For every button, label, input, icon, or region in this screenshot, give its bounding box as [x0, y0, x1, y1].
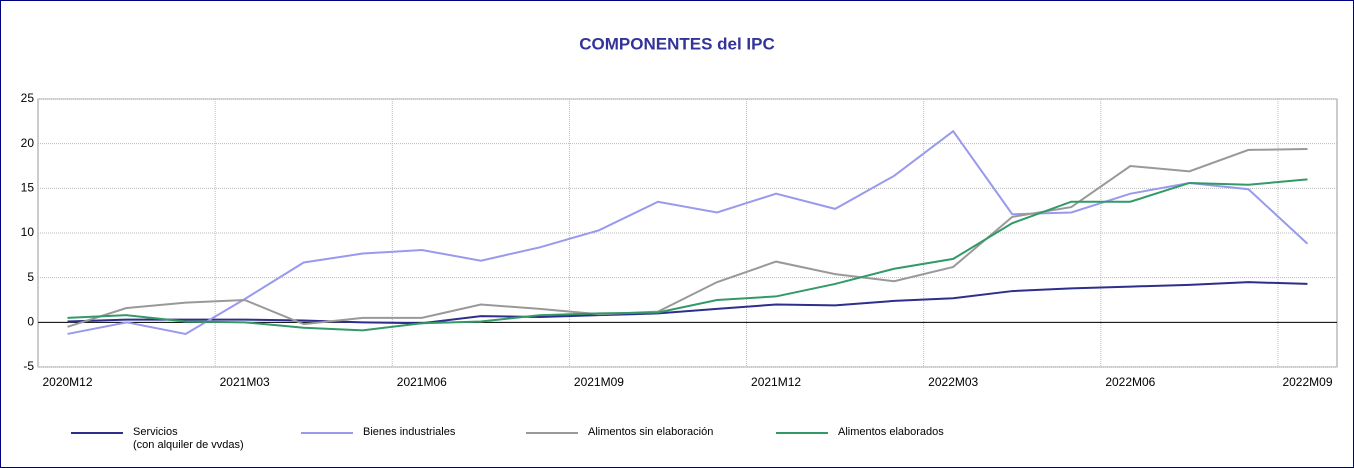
legend-swatch — [776, 432, 828, 434]
x-tick-label: 2020M12 — [42, 375, 92, 389]
x-tick-label: 2021M12 — [751, 375, 801, 389]
x-tick-label: 2021M09 — [574, 375, 624, 389]
y-tick-label: 15 — [21, 181, 35, 195]
legend: Servicios (con alquiler de vvdas) Bienes … — [1, 426, 1353, 466]
series-line — [67, 129, 1309, 336]
legend-label: Bienes industriales — [363, 426, 456, 438]
series-line — [67, 281, 1308, 325]
series-line — [67, 148, 1308, 328]
x-tick-label: 2022M03 — [928, 375, 978, 389]
legend-swatch — [71, 432, 123, 434]
y-tick-label: 10 — [21, 225, 35, 239]
y-tick-label: -5 — [23, 359, 34, 373]
legend-item: Servicios (con alquiler de vvdas) — [71, 426, 244, 452]
y-tick-label: 0 — [27, 315, 34, 329]
legend-item: Alimentos sin elaboración — [526, 426, 713, 439]
chart-title: COMPONENTES del IPC — [579, 34, 775, 53]
x-tick-label: 2022M09 — [1282, 375, 1332, 389]
series-line — [67, 178, 1308, 332]
x-tick-label: 2022M06 — [1105, 375, 1155, 389]
legend-label: Servicios (con alquiler de vvdas) — [133, 426, 244, 451]
legend-swatch — [301, 432, 353, 434]
legend-item: Alimentos elaborados — [776, 426, 944, 439]
legend-swatch — [526, 432, 578, 434]
y-tick-label: 5 — [27, 270, 34, 284]
y-tick-label: 25 — [21, 91, 35, 105]
x-tick-label: 2021M06 — [397, 375, 447, 389]
legend-item: Bienes industriales — [301, 426, 455, 439]
y-tick-label: 20 — [21, 136, 35, 150]
legend-label: Alimentos sin elaboración — [588, 426, 714, 438]
x-tick-label: 2021M03 — [220, 375, 270, 389]
legend-label: Alimentos elaborados — [838, 426, 944, 438]
